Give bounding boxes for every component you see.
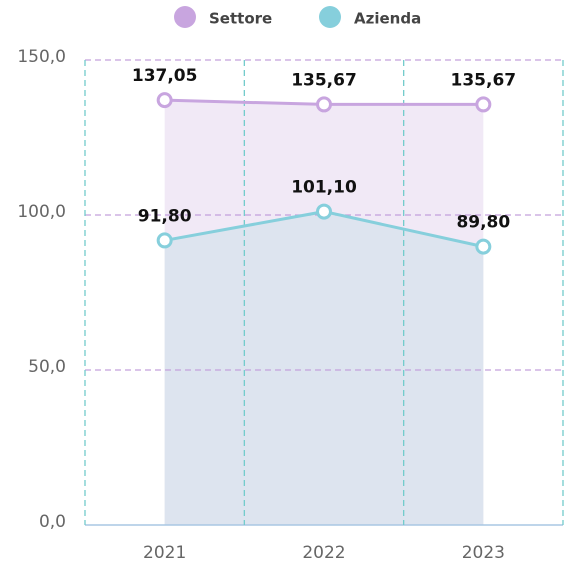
data-label: 89,80 <box>456 213 510 233</box>
marker <box>316 203 332 220</box>
data-label: 137,05 <box>132 66 198 86</box>
marker <box>475 96 492 113</box>
y-tick-label: 150,0 <box>17 47 66 67</box>
data-label: 135,67 <box>451 70 517 90</box>
y-tick-label: 0,0 <box>39 512 66 532</box>
marker <box>475 238 492 255</box>
legend-swatch <box>174 6 196 28</box>
data-label: 101,10 <box>291 178 357 198</box>
x-tick-label: 2021 <box>143 543 186 563</box>
marker <box>156 92 173 109</box>
area <box>164 211 484 525</box>
legend-swatch <box>319 6 341 28</box>
y-tick-label: 50,0 <box>28 357 66 377</box>
marker <box>156 232 173 249</box>
marker <box>316 96 332 113</box>
x-tick-label: 2022 <box>302 543 345 563</box>
x-tick-label: 2023 <box>462 543 505 563</box>
data-label: 91,80 <box>138 206 192 226</box>
legend-label: Azienda <box>354 10 421 28</box>
legend-label: Settore <box>209 10 272 28</box>
data-label: 135,67 <box>291 70 357 90</box>
y-tick-label: 100,0 <box>17 202 66 222</box>
